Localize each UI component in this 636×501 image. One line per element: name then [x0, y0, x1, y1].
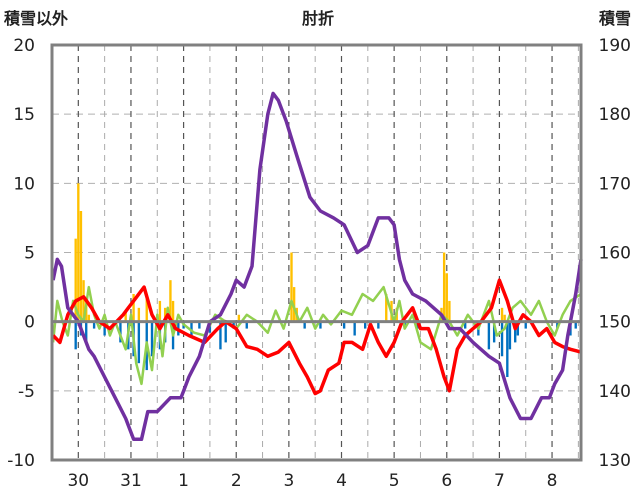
precip-bar-8 [137, 307, 141, 322]
left-tick-4: 10 [13, 174, 35, 194]
precip-bar-1 [77, 183, 80, 322]
x-tick-9: 8 [547, 471, 558, 491]
wind-line [51, 285, 582, 386]
x-tick-0: 30 [67, 471, 89, 491]
right-tick-5: 180 [599, 105, 631, 125]
snow_diff-bar-43 [574, 321, 577, 329]
right-tick-3: 160 [599, 244, 631, 264]
precip-bar-24 [448, 300, 451, 322]
chart-title: 肘折 [302, 9, 334, 28]
snow_diff-bar-39 [516, 321, 520, 336]
snow_diff-bar-28 [377, 321, 380, 329]
x-tick-5: 4 [336, 471, 347, 491]
snow_diff-bar-22 [245, 321, 248, 329]
right-axis-ticks: 130 140 150 160 170 180 190 [599, 36, 631, 471]
precip-bar-4 [85, 305, 88, 322]
snow_diff-bar-3 [92, 321, 96, 329]
precip-bar-22 [442, 252, 446, 322]
right-tick-0: 130 [599, 451, 631, 471]
left-tick-1: -5 [18, 382, 35, 402]
x-axis-ticks: 30 31 1 2 3 4 5 6 7 8 [67, 471, 557, 491]
snow_diff-bar-38 [514, 321, 517, 343]
snow_diff-bar-33 [487, 321, 491, 350]
precip-bar-23 [445, 273, 448, 322]
precip-bar-0 [74, 238, 77, 322]
snow_diff-bar-19 [219, 321, 222, 350]
left-tick-5: 15 [13, 105, 35, 125]
precip-bar-26 [503, 314, 506, 322]
left-axis-ticks: -10 -5 0 5 10 15 20 [7, 36, 35, 471]
snow_diff-bar-34 [492, 321, 496, 343]
left-tick-2: 0 [24, 313, 35, 333]
snow_diff-bar-16 [190, 321, 193, 336]
precip-bar-11 [163, 307, 167, 322]
plot-frame [50, 43, 583, 462]
snow_diff-bar-37 [508, 321, 512, 350]
x-tick-2: 1 [178, 471, 189, 491]
snow_diff-bar-26 [353, 321, 356, 336]
snow_diff-bar-35 [500, 321, 504, 357]
right-axis-label: 積雪 [598, 9, 631, 28]
snow_diff-bar-31 [464, 321, 467, 329]
snow_diff-bar-0 [74, 321, 77, 350]
precip-bar-15 [290, 252, 293, 322]
right-tick-1: 140 [599, 382, 631, 402]
precip-bar-12 [169, 280, 172, 322]
right-tick-4: 170 [599, 174, 631, 194]
x-tick-6: 5 [389, 471, 400, 491]
precip-bar-3 [82, 280, 85, 322]
snow_diff-bar-4 [103, 321, 106, 336]
snow_diff-bar-40 [524, 321, 527, 329]
left-axis-label: 積雪以外 [3, 9, 68, 28]
temperature-line [51, 278, 582, 396]
x-tick-8: 7 [494, 471, 505, 491]
snow_depth-line [51, 91, 583, 442]
precip-bar-2 [79, 211, 83, 322]
precip-bar-14 [237, 314, 241, 322]
snow_diff-bar-27 [364, 321, 367, 329]
snow_diff-bar-41 [556, 321, 559, 329]
x-tick-7: 6 [441, 471, 452, 491]
precip-bar-9 [145, 294, 148, 322]
precip-bar-5 [87, 314, 91, 322]
snow_diff-bar-10 [150, 321, 154, 357]
x-tick-1: 31 [120, 471, 142, 491]
precip-bar-10 [158, 300, 162, 322]
precip-bar-18 [385, 294, 388, 322]
snow_diff-bar-23 [303, 321, 306, 329]
left-tick-0: -10 [7, 451, 35, 471]
snow_diff-bar-2 [85, 321, 88, 343]
precip-bar-7 [132, 294, 135, 322]
snow_diff-bar-17 [198, 321, 201, 329]
line-series [51, 91, 583, 442]
left-tick-3: 5 [24, 244, 35, 264]
right-tick-6: 190 [599, 36, 631, 56]
snow_diff-bar-25 [342, 321, 346, 329]
x-tick-4: 3 [283, 471, 294, 491]
snow_diff-bar-24 [319, 321, 322, 329]
snow_diff-bar-20 [224, 321, 227, 343]
snow_diff-bar-8 [137, 321, 141, 364]
right-tick-2: 150 [599, 313, 631, 333]
precip-bar-13 [171, 300, 175, 322]
x-tick-3: 2 [231, 471, 242, 491]
snow_diff-bar-36 [506, 321, 509, 377]
grid-lines [52, 45, 581, 460]
precip-bar-6 [124, 310, 127, 322]
precip-bar-25 [500, 307, 504, 322]
left-tick-6: 20 [13, 36, 35, 56]
